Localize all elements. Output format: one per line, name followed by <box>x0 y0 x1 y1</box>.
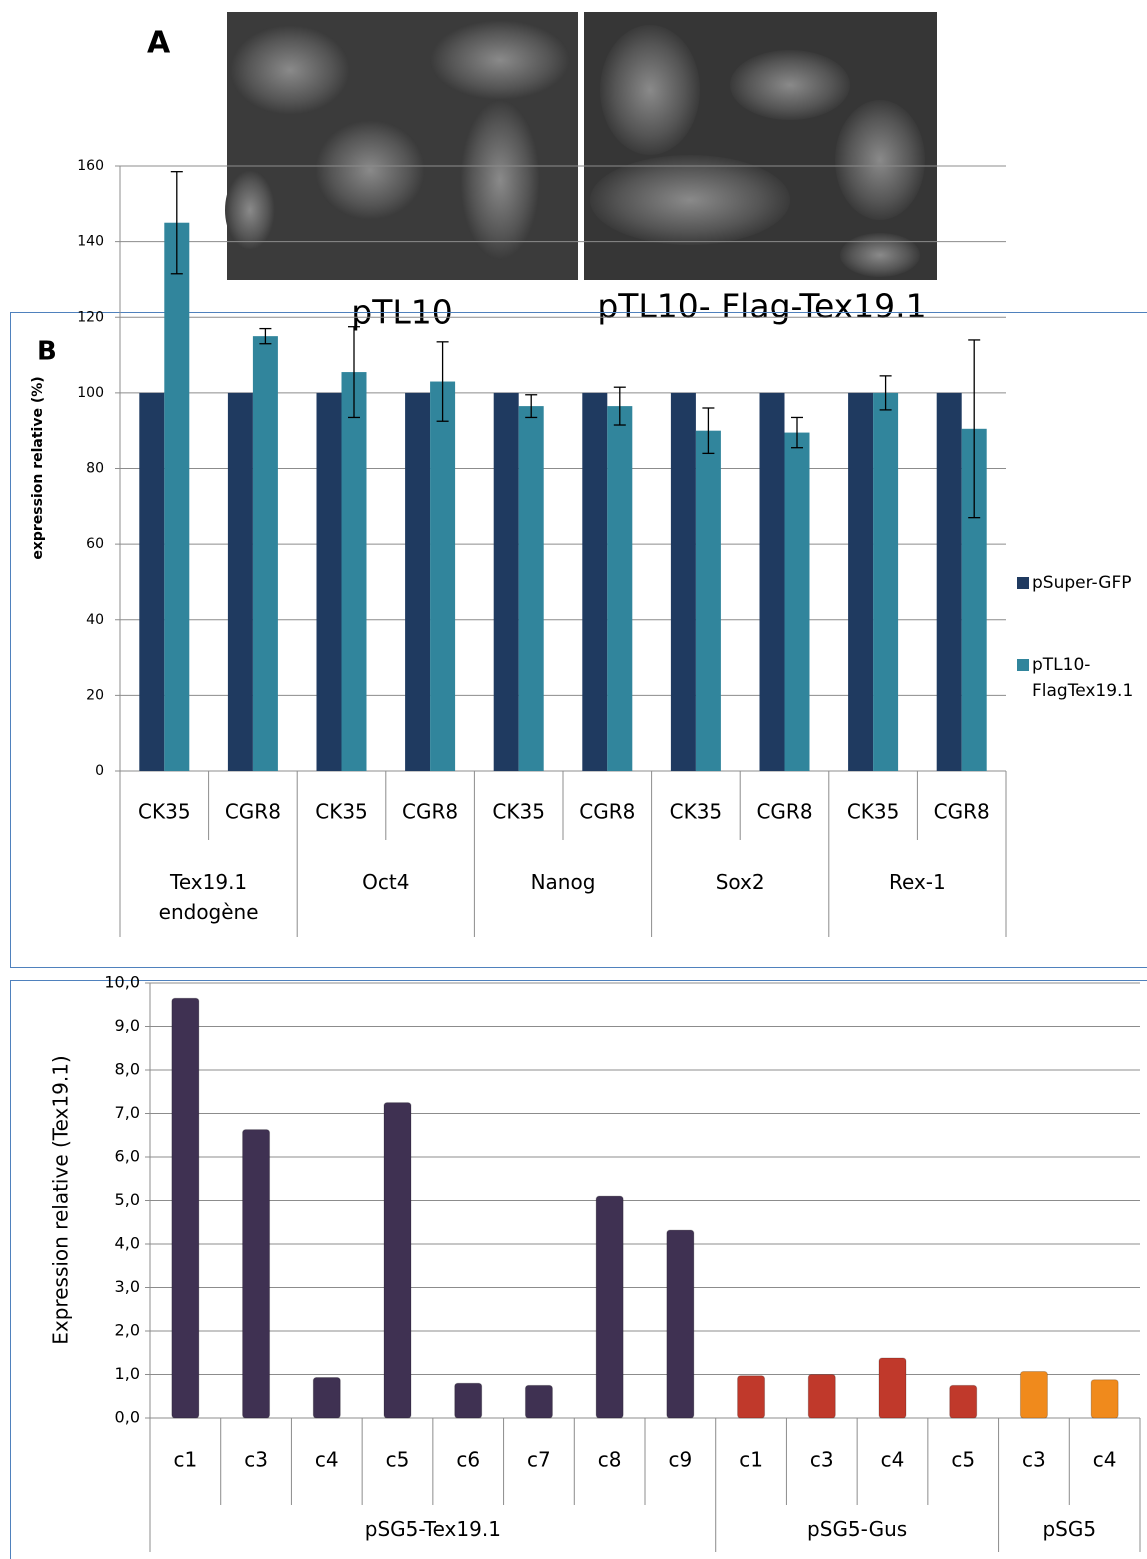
x-tick-label: CGR8 <box>225 800 281 824</box>
x-tick-label: CK35 <box>492 800 545 824</box>
bar <box>1020 1371 1047 1418</box>
x-tick-label: CK35 <box>847 800 900 824</box>
bar <box>808 1375 835 1419</box>
x-tick-label: c4 <box>1093 1448 1117 1472</box>
group-label: Nanog <box>474 867 651 897</box>
bar <box>228 393 253 771</box>
bar <box>696 431 721 771</box>
x-tick-label: CK35 <box>138 800 191 824</box>
y-axis-title: expression relative (%) <box>30 376 46 559</box>
y-tick-label: 0 <box>95 763 104 779</box>
bar <box>313 1378 340 1418</box>
bar <box>607 406 632 771</box>
x-tick-label: c3 <box>810 1448 834 1472</box>
bar <box>253 336 278 771</box>
group-label: Tex19.1 endogène <box>120 867 297 927</box>
y-tick-label: 8,0 <box>115 1060 140 1079</box>
group-label: Rex-1 <box>829 867 1006 897</box>
y-tick-label: 4,0 <box>115 1234 140 1253</box>
bar <box>596 1196 623 1418</box>
x-tick-label: c9 <box>668 1448 692 1472</box>
legend-label: pSuper-GFP <box>1032 570 1147 596</box>
y-tick-label: 2,0 <box>115 1321 140 1340</box>
bar <box>582 393 607 771</box>
group-label: Sox2 <box>652 867 829 897</box>
bar <box>525 1385 552 1418</box>
y-tick-label: 5,0 <box>115 1190 140 1209</box>
bar <box>950 1385 977 1418</box>
legend-swatch <box>1017 659 1029 671</box>
y-tick-label: 140 <box>77 234 104 250</box>
x-tick-label: CGR8 <box>579 800 635 824</box>
x-tick-label: CGR8 <box>756 800 812 824</box>
micrograph <box>225 12 578 280</box>
x-tick-label: CGR8 <box>934 800 990 824</box>
bar <box>342 372 367 771</box>
y-tick-label: 160 <box>77 158 104 174</box>
bar <box>873 393 898 771</box>
y-tick-label: 9,0 <box>115 1016 140 1035</box>
x-tick-label: c1 <box>739 1448 763 1472</box>
x-tick-label: c4 <box>881 1448 905 1472</box>
bar <box>671 393 696 771</box>
bar <box>519 406 544 771</box>
y-tick-label: 80 <box>86 461 104 477</box>
image-caption: pTL10- Flag-Tex19.1 <box>597 287 926 326</box>
bar <box>879 1358 906 1418</box>
bar <box>738 1376 765 1418</box>
y-tick-label: 6,0 <box>115 1147 140 1166</box>
x-tick-label: c3 <box>244 1448 268 1472</box>
bar <box>455 1383 482 1418</box>
y-tick-label: 7,0 <box>115 1103 140 1122</box>
y-tick-label: 40 <box>86 612 104 628</box>
bar <box>430 382 455 771</box>
y-tick-label: 3,0 <box>115 1277 140 1296</box>
bar <box>760 393 785 771</box>
bar <box>243 1130 270 1418</box>
y-tick-label: 100 <box>77 385 104 401</box>
group-label: pSG5-Gus <box>716 1514 999 1544</box>
y-axis-title: Expression relative (Tex19.1) <box>49 1055 73 1344</box>
micrograph <box>584 12 937 280</box>
panel-label: A <box>147 26 171 61</box>
bar <box>785 433 810 771</box>
bar <box>405 393 430 771</box>
x-tick-label: CGR8 <box>402 800 458 824</box>
bar <box>164 223 189 771</box>
panel-label: B <box>37 337 57 367</box>
bar <box>848 393 873 771</box>
group-label: pSG5-Tex19.1 <box>150 1514 716 1544</box>
bar <box>384 1103 411 1418</box>
y-tick-label: 0,0 <box>115 1408 140 1427</box>
y-tick-label: 120 <box>77 309 104 325</box>
y-tick-label: 1,0 <box>115 1364 140 1383</box>
bar <box>317 393 342 771</box>
group-label: Oct4 <box>297 867 474 897</box>
bar <box>172 998 199 1418</box>
bar <box>494 393 519 771</box>
bar <box>139 393 164 771</box>
group-label: pSG5 <box>999 1514 1140 1544</box>
y-tick-label: 10,0 <box>104 973 140 992</box>
y-tick-label: 20 <box>86 687 104 703</box>
legend-swatch <box>1017 577 1029 589</box>
bar <box>1091 1380 1118 1418</box>
bar <box>667 1230 694 1418</box>
x-tick-label: c4 <box>315 1448 339 1472</box>
figure: A pTL10 pTL10- Flag-Tex19.1 B 0204060801… <box>0 0 1147 1559</box>
x-tick-label: CK35 <box>670 800 723 824</box>
y-tick-label: 60 <box>86 536 104 552</box>
x-tick-label: c1 <box>173 1448 197 1472</box>
x-tick-label: c3 <box>1022 1448 1046 1472</box>
x-tick-label: CK35 <box>315 800 368 824</box>
legend-label: pTL10-FlagTex19.1 <box>1032 652 1147 704</box>
x-tick-label: c8 <box>598 1448 622 1472</box>
x-tick-label: c5 <box>951 1448 975 1472</box>
x-tick-label: c5 <box>386 1448 410 1472</box>
x-tick-label: c6 <box>456 1448 480 1472</box>
page: A pTL10 pTL10- Flag-Tex19.1 B 0204060801… <box>0 0 1147 1559</box>
bar <box>937 393 962 771</box>
x-tick-label: c7 <box>527 1448 551 1472</box>
